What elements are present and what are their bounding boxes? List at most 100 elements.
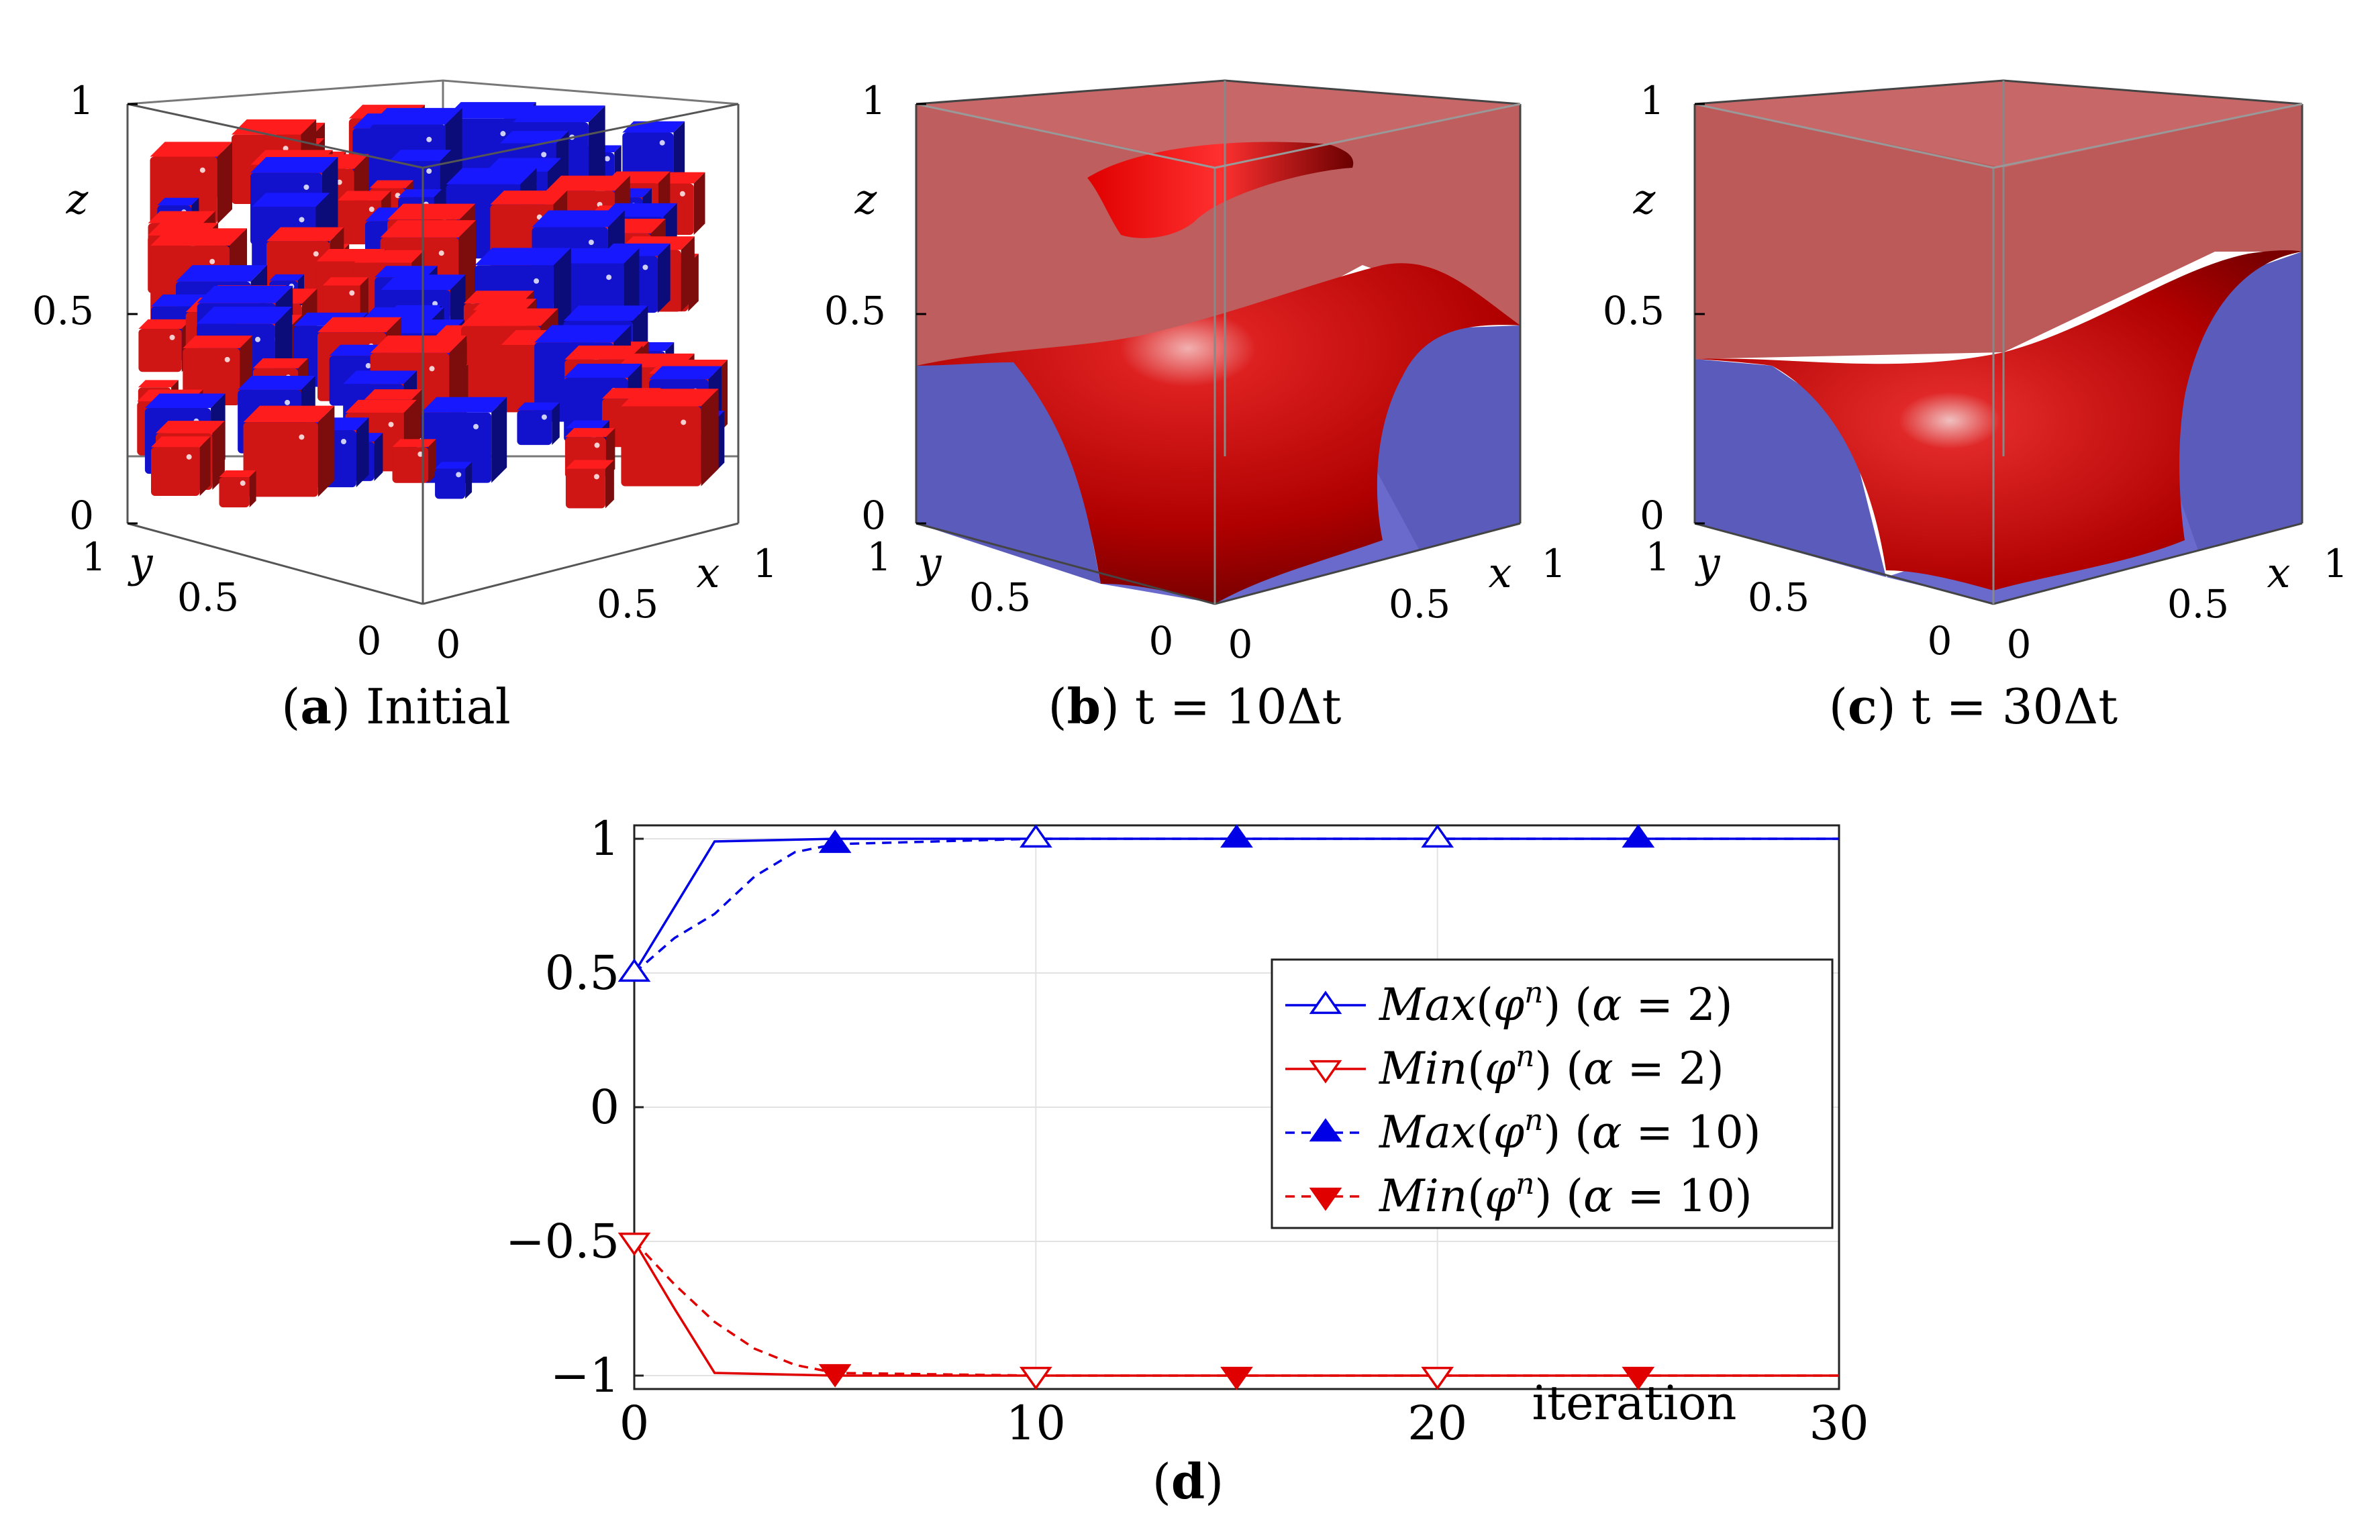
z-axis-label: z xyxy=(1633,174,1656,223)
series-3-marker-2 xyxy=(1622,1366,1655,1390)
convergence-line-chart: 0 10 20 30 −1 −0.5 0 0.5 1 iteration Max(φn) (α … xyxy=(505,811,1869,1451)
series-line-2 xyxy=(633,837,1839,974)
z-tick-0: 0 xyxy=(1640,493,1665,538)
z-tick-05: 0.5 xyxy=(824,288,886,333)
block-146 xyxy=(243,405,335,497)
random-blocks xyxy=(137,102,728,509)
y-axis-label: y xyxy=(915,538,942,587)
floating-blob xyxy=(1087,142,1354,238)
series-2-marker-1 xyxy=(1220,824,1253,848)
y-tick-1: 1 xyxy=(867,534,892,580)
x-axis-label: x xyxy=(1489,548,1512,597)
caption-b-text: t = 10Δt xyxy=(1134,678,1342,735)
series-1-marker-0 xyxy=(617,1232,651,1256)
series-0-marker-1 xyxy=(1019,824,1052,848)
z-tick-05: 0.5 xyxy=(1603,288,1665,333)
caption-c-letter: c xyxy=(1847,678,1877,735)
cube-plot-t30: 1 0.5 0 z 1 y 0.5 0 0 0.5 x 1 xyxy=(1603,78,2348,667)
x-axis-label: x xyxy=(2267,548,2291,597)
interface-surface xyxy=(1695,250,2302,591)
caption-c: (c) t = 30Δt xyxy=(1828,678,2118,735)
legend-label-2: Max(φn) (α = 10) xyxy=(1379,1103,1761,1158)
legend-marker-2 xyxy=(1309,1118,1342,1142)
y-tick-label-2: 0 xyxy=(589,1080,619,1135)
z-tick-05: 0.5 xyxy=(32,288,94,333)
z-tick-0: 0 xyxy=(69,493,94,538)
series-3-marker-1 xyxy=(1220,1366,1253,1390)
upper-phase-region xyxy=(1695,81,2302,359)
x-tick-label-0: 0 xyxy=(619,1396,650,1451)
series-0-marker-0 xyxy=(617,958,651,982)
block-139 xyxy=(392,439,436,483)
x-tick-1: 1 xyxy=(2324,541,2348,586)
block-148 xyxy=(219,470,256,508)
legend-label-0: Max(φn) (α = 2) xyxy=(1379,976,1733,1031)
z-axis-label: z xyxy=(66,174,89,223)
interface-surface xyxy=(916,263,1520,604)
block-147 xyxy=(435,462,473,499)
y-tick-label-1: −0.5 xyxy=(505,1214,619,1269)
z-tick-1: 1 xyxy=(861,78,886,123)
series-3-marker-0 xyxy=(818,1364,852,1388)
x-tick-0: 0 xyxy=(1228,621,1253,667)
caption-b-letter: b xyxy=(1067,678,1101,735)
y-tick-label-4: 1 xyxy=(589,811,619,866)
series-line-0 xyxy=(633,837,1839,974)
y-tick-05: 0.5 xyxy=(177,574,239,620)
y-tick-label-3: 0.5 xyxy=(545,945,619,1000)
legend-marker-3 xyxy=(1309,1187,1342,1211)
upper-phase-region xyxy=(916,81,1520,366)
z-tick-1: 1 xyxy=(1640,78,1665,123)
caption-d: (d) xyxy=(1152,1453,1224,1510)
x-tick-05: 0.5 xyxy=(597,581,658,627)
x-tick-1: 1 xyxy=(1542,541,1567,586)
series-1-marker-1 xyxy=(1019,1366,1052,1390)
z-tick-1: 1 xyxy=(69,78,94,123)
x-tick-0: 0 xyxy=(436,621,461,667)
y-axis-label: y xyxy=(127,538,153,587)
y-tick-0: 0 xyxy=(1928,618,1952,664)
caption-d-letter: d xyxy=(1171,1453,1205,1510)
legend-marker-0 xyxy=(1309,990,1342,1015)
caption-a-text: Initial xyxy=(365,678,511,735)
series-1-marker-2 xyxy=(1421,1366,1454,1390)
block-125 xyxy=(517,402,560,446)
cube-plot-t10: 1 0.5 0 z 1 y 0.5 0 0 0.5 x 1 xyxy=(824,78,1567,667)
x-tick-05: 0.5 xyxy=(2167,581,2229,627)
y-tick-1: 1 xyxy=(1646,534,1671,580)
block-149 xyxy=(565,460,614,509)
caption-a-letter: a xyxy=(300,678,332,735)
x-tick-label-2: 20 xyxy=(1407,1396,1467,1451)
x-tick-label-3: 30 xyxy=(1809,1396,1869,1451)
series-line-1 xyxy=(633,1241,1839,1377)
cube-plot-initial: 1 0.5 0 z 1 y 0.5 0 0 0.5 x 1 xyxy=(32,78,778,667)
caption-a: (a) Initial xyxy=(281,678,511,735)
y-tick-1: 1 xyxy=(82,534,107,580)
y-axis-label: y xyxy=(1694,538,1720,587)
series-2-marker-2 xyxy=(1622,824,1655,848)
y-tick-label-0: −1 xyxy=(550,1348,619,1403)
z-axis-label: z xyxy=(854,174,877,223)
x-axis-label: iteration xyxy=(1532,1376,1737,1431)
x-tick-1: 1 xyxy=(753,541,778,586)
caption-b: (b) t = 10Δt xyxy=(1048,678,1342,735)
legend-marker-1 xyxy=(1309,1060,1342,1084)
legend-label-3: Min(φn) (α = 10) xyxy=(1379,1167,1752,1222)
series-2-marker-0 xyxy=(818,829,852,854)
series-0-marker-2 xyxy=(1421,824,1454,848)
series-line-3 xyxy=(633,1240,1839,1377)
legend-label-1: Min(φn) (α = 2) xyxy=(1379,1039,1724,1094)
block-5 xyxy=(622,121,685,184)
x-tick-05: 0.5 xyxy=(1389,581,1450,627)
x-tick-0: 0 xyxy=(2007,621,2032,667)
x-axis-label: x xyxy=(697,548,720,597)
y-tick-05: 0.5 xyxy=(1748,574,1809,620)
y-tick-05: 0.5 xyxy=(969,574,1031,620)
x-tick-label-1: 10 xyxy=(1006,1396,1066,1451)
z-tick-0: 0 xyxy=(861,493,886,538)
y-tick-0: 0 xyxy=(357,618,382,664)
block-141 xyxy=(621,389,719,486)
block-145 xyxy=(151,436,211,497)
chart-legend: Max(φn) (α = 2) Min(φn) (α = 2) Max(φn) (α… xyxy=(1271,958,1834,1229)
y-tick-0: 0 xyxy=(1149,618,1174,664)
